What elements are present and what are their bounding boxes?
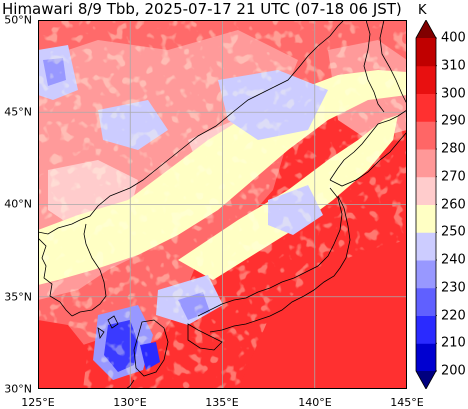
colorbar-unit: K (418, 3, 427, 18)
lat-tick-label: 30°N (4, 382, 32, 396)
colorbar-segment (416, 65, 436, 94)
lon-tick-label: 135°E (205, 396, 239, 409)
lon-tick-label: 125°E (21, 396, 55, 409)
colorbar-segment (416, 93, 436, 122)
lon-tick-label: 140°E (298, 396, 332, 409)
colorbar-tick-label: 200 (441, 363, 466, 379)
colorbar-tick-label: 290 (441, 113, 466, 129)
colorbar-segment (416, 176, 436, 205)
colorbar-segment (416, 343, 436, 372)
coastlines (38, 20, 407, 389)
lat-tick-label: 35°N (4, 290, 32, 304)
lat-tick-label: 50°N (4, 13, 32, 27)
brightness-temperature-map (38, 20, 407, 389)
colorbar-tick-label: 210 (441, 335, 466, 351)
colorbar-segment (416, 315, 436, 344)
colorbar-tick-label: 240 (441, 252, 466, 268)
colorbar-tick-label: 280 (441, 141, 466, 157)
colorbar-segment (416, 287, 436, 316)
colorbar-tick-label: 230 (441, 280, 466, 296)
colorbar-tick-label: 220 (441, 308, 466, 323)
colorbar-tick-label: 400 (441, 30, 466, 46)
colorbar-tick-label: 300 (441, 86, 466, 101)
lon-tick-label: 145°E (390, 396, 424, 409)
sea-clear-sw (38, 320, 88, 389)
colorbar-tick-label: 260 (441, 197, 466, 212)
colorbar-max-extension (416, 20, 436, 38)
colorbar-tick-label: 250 (441, 224, 466, 240)
colorbar-segment (416, 260, 436, 289)
lat-tick-label: 40°N (4, 197, 32, 211)
map-panel (38, 20, 407, 389)
map-title: Himawari 8/9 Tbb, 2025-07-17 21 UTC (07-… (2, 0, 402, 18)
colorbar-min-extension (416, 371, 436, 389)
colorbar-tick-label: 310 (441, 58, 466, 74)
colorbar-segment (416, 38, 436, 67)
lon-tick-label: 130°E (113, 396, 147, 409)
colorbar-segment (416, 232, 436, 261)
colorbar-segment (416, 149, 436, 178)
lat-tick-label: 45°N (4, 105, 32, 119)
colorbar-segment (416, 121, 436, 150)
map-frame (38, 20, 407, 389)
sea-clear-se (238, 240, 407, 389)
colorbar (415, 20, 437, 389)
colorbar-tick-label: 270 (441, 169, 466, 185)
colorbar-segment (416, 204, 436, 233)
